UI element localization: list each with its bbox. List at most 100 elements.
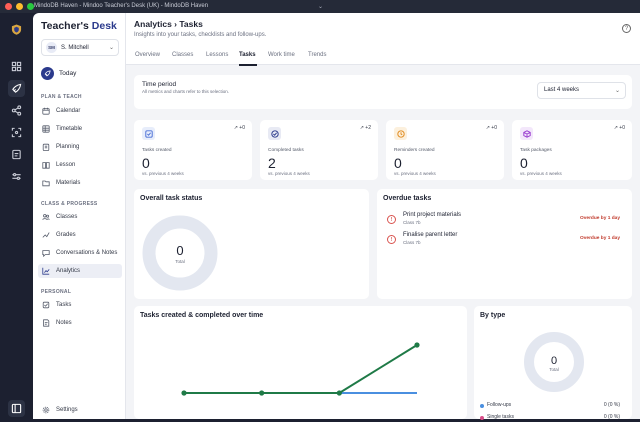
active-tab-indicator — [239, 64, 257, 66]
gear-icon — [42, 406, 50, 414]
legend-dot — [480, 404, 484, 408]
time-period-title: Time period — [142, 81, 177, 88]
trend-indicator: ↗ +0 — [613, 125, 625, 131]
trend-indicator: ↗ +0 — [485, 125, 497, 131]
sidebar: Teacher's Desk SM S. Mitchell ⌄ Today PL… — [33, 13, 126, 419]
chevron-down-icon[interactable]: ⌄ — [318, 4, 324, 10]
sidebar-item-label: Conversations & Notes — [56, 250, 118, 256]
section-class-progress: CLASS & PROGRESS — [41, 201, 98, 207]
app-rail — [0, 13, 33, 419]
app-brand: Teacher's Desk — [41, 20, 117, 32]
checklist-icon — [42, 301, 50, 309]
overdue-title: Finalise parent letter — [403, 232, 458, 238]
chat-icon — [42, 250, 50, 257]
trend-indicator: ↗ +0 — [233, 125, 245, 131]
sidebar-item-conversations[interactable]: Conversations & Notes — [38, 246, 122, 260]
sliders-icon[interactable] — [8, 168, 25, 185]
tab-trends[interactable]: Trends — [308, 52, 327, 58]
type-donut: 0 Total — [524, 332, 584, 392]
kpi-label: Task packages — [520, 148, 552, 153]
kpi-compare: vs. previous 4 weeks — [520, 171, 562, 176]
data-point[interactable] — [414, 342, 420, 348]
sidebar-item-classes[interactable]: Classes — [38, 210, 122, 224]
sidebar-item-materials[interactable]: Materials — [38, 176, 122, 190]
sidebar-item-label: Planning — [56, 144, 80, 150]
sidebar-item-label: Timetable — [56, 126, 83, 132]
report-icon[interactable] — [8, 146, 25, 163]
series-line-1 — [184, 344, 418, 394]
rocket-icon — [41, 67, 54, 80]
overdue-item[interactable]: ! Print project materials Class 7b Overd… — [385, 211, 620, 233]
timeline-card: Tasks created & completed over time — [134, 306, 467, 419]
note-icon — [43, 319, 50, 327]
tab-overview[interactable]: Overview — [135, 52, 161, 58]
user-switcher[interactable]: SM S. Mitchell ⌄ — [41, 39, 119, 56]
donut-total-value: 0 — [551, 355, 557, 367]
maximize-window-button[interactable] — [27, 3, 34, 10]
overdue-item[interactable]: ! Finalise parent letter Class 7b Overdu… — [385, 231, 620, 253]
data-point[interactable] — [259, 390, 265, 396]
kpi-compare: vs. previous 4 weeks — [268, 171, 310, 176]
donut-total-value: 0 — [176, 243, 183, 258]
sidebar-item-planning[interactable]: Planning — [38, 140, 122, 154]
sidebar-item-lesson[interactable]: Lesson — [38, 158, 122, 172]
rocket-icon[interactable] — [8, 80, 25, 97]
sidebar-item-today[interactable]: Today — [41, 67, 76, 80]
tab-work-time[interactable]: Work time — [268, 52, 295, 58]
donut-ring — [142, 215, 218, 291]
kpi-reminders-created: ↗ +0 Reminders created 0 vs. previous 4 … — [386, 120, 504, 180]
overall-status-card: Overall task status 0 Total — [134, 189, 369, 299]
minimize-window-button[interactable] — [16, 3, 23, 10]
timeline-chart — [181, 342, 420, 396]
tab-lessons[interactable]: Lessons — [206, 52, 229, 58]
tab-bar: Overview Classes Lessons Tasks Work time… — [126, 50, 640, 66]
tab-classes[interactable]: Classes — [172, 52, 194, 58]
section-title: Tasks created & completed over time — [140, 312, 264, 319]
chevron-down-icon: ⌄ — [614, 88, 620, 94]
section-plan-teach: PLAN & TEACH — [41, 94, 82, 100]
time-period-select[interactable]: Last 4 weeks ⌄ — [537, 82, 626, 99]
help-icon[interactable]: ? — [622, 24, 631, 33]
sidebar-item-notes[interactable]: Notes — [38, 316, 122, 330]
sidebar-item-label: Settings — [56, 407, 78, 413]
page-title: Analytics › Tasks — [134, 19, 203, 29]
sidebar-item-tasks[interactable]: Tasks — [38, 298, 122, 312]
kpi-value: 0 — [520, 155, 528, 171]
panel-toggle-icon[interactable] — [8, 400, 25, 417]
sidebar-item-settings[interactable]: Settings — [38, 403, 122, 417]
sidebar-item-label: Notes — [56, 320, 72, 326]
clipboard-icon — [42, 143, 50, 151]
brand-name: Teacher's — [41, 20, 89, 32]
trend-value: +0 — [619, 125, 625, 131]
close-window-button[interactable] — [5, 3, 12, 10]
share-icon[interactable] — [8, 102, 25, 119]
sidebar-item-label: Grades — [56, 232, 76, 238]
type-legend-item: Follow-ups 0 (0 %) — [480, 402, 620, 410]
scan-icon[interactable] — [8, 124, 25, 141]
main-content: Analytics › Tasks Insights into your tas… — [126, 13, 640, 420]
trend-indicator: ↗ +2 — [359, 125, 371, 131]
window-title: MindoDB Haven - Mindoo Teacher's Desk (U… — [34, 3, 209, 9]
grades-icon — [42, 232, 50, 238]
folder-icon — [42, 180, 50, 187]
kpi-value: 2 — [268, 155, 276, 171]
sidebar-item-timetable[interactable]: Timetable — [38, 122, 122, 136]
package-icon — [520, 127, 533, 140]
grid-icon[interactable] — [8, 58, 25, 75]
alert-icon: ! — [387, 235, 396, 244]
sidebar-item-grades[interactable]: Grades — [38, 228, 122, 242]
sidebar-item-analytics[interactable]: Analytics — [38, 264, 122, 278]
clock-icon — [394, 127, 407, 140]
sidebar-item-label: Tasks — [56, 302, 72, 308]
data-point[interactable] — [181, 390, 187, 396]
kpi-label: Completed tasks — [268, 148, 304, 153]
user-name: S. Mitchell — [61, 44, 89, 51]
avatar: SM — [46, 42, 57, 53]
alert-icon: ! — [387, 215, 396, 224]
kpi-task-packages: ↗ +0 Task packages 0 vs. previous 4 week… — [512, 120, 632, 180]
data-point[interactable] — [336, 390, 342, 396]
tab-tasks[interactable]: Tasks — [239, 52, 256, 58]
overdue-status: Overdue by 1 day — [580, 216, 620, 221]
sidebar-item-calendar[interactable]: Calendar — [38, 104, 122, 118]
